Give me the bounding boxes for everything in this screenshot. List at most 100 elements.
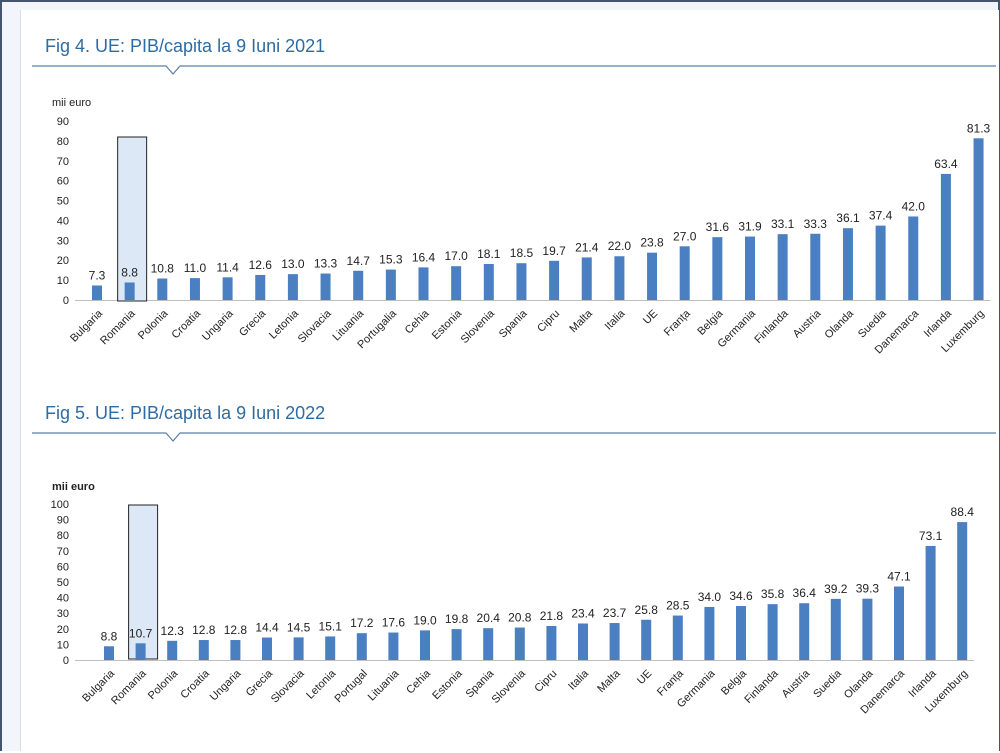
value-label: 23.4 bbox=[571, 606, 595, 620]
value-label: 18.1 bbox=[477, 247, 501, 261]
bar-cehia bbox=[420, 630, 430, 660]
value-label: 8.8 bbox=[121, 265, 138, 279]
bar-portugalia bbox=[385, 269, 396, 300]
bar-romania bbox=[124, 282, 135, 300]
value-label: 17.2 bbox=[350, 616, 374, 630]
y-tick-label: 10 bbox=[57, 275, 69, 287]
bar-belgia bbox=[736, 606, 746, 660]
bar-lituania bbox=[353, 270, 364, 300]
bar-grecia bbox=[255, 274, 266, 300]
y-tick-label: 60 bbox=[57, 561, 69, 573]
value-label: 10.8 bbox=[151, 262, 175, 276]
value-label: 27.0 bbox=[673, 229, 697, 243]
y-tick-label: 10 bbox=[57, 639, 69, 651]
bar-cehia bbox=[418, 267, 429, 300]
bar-belgia bbox=[712, 237, 723, 300]
value-label: 34.0 bbox=[698, 590, 722, 604]
bar-ue bbox=[641, 619, 652, 660]
value-label: 14.4 bbox=[255, 621, 279, 635]
value-label: 21.8 bbox=[540, 609, 564, 623]
category-label: Ungaria bbox=[208, 667, 244, 703]
bar-spania bbox=[516, 263, 527, 300]
category-label: Cipru bbox=[532, 668, 559, 695]
bar-estonia bbox=[451, 629, 462, 660]
bar-finlanda bbox=[767, 604, 778, 660]
value-label: 20.8 bbox=[508, 611, 532, 625]
y-tick-label: 40 bbox=[57, 215, 69, 227]
bar-letonia bbox=[325, 636, 336, 660]
value-label: 19.7 bbox=[542, 244, 566, 258]
y-axis-unit-label: mii euro bbox=[52, 481, 95, 493]
category-label: Croatia bbox=[178, 667, 212, 701]
bar-olanda bbox=[862, 598, 873, 660]
bar-austria bbox=[810, 233, 821, 300]
bar-slovenia bbox=[514, 627, 525, 660]
category-label: Estonia bbox=[430, 667, 465, 702]
category-label: Romania bbox=[109, 667, 149, 707]
bar-cipru bbox=[546, 625, 557, 660]
value-label: 36.1 bbox=[836, 211, 860, 225]
bar-irlanda bbox=[940, 173, 951, 300]
value-label: 15.1 bbox=[319, 619, 343, 633]
bar-slovenia bbox=[483, 264, 494, 300]
y-tick-label: 50 bbox=[57, 577, 69, 589]
y-tick-label: 30 bbox=[57, 235, 69, 247]
bar-slovacia bbox=[293, 637, 304, 660]
bar-suedia bbox=[830, 598, 841, 660]
value-label: 13.0 bbox=[281, 257, 305, 271]
y-tick-label: 70 bbox=[57, 156, 69, 168]
value-label: 14.5 bbox=[287, 620, 311, 634]
category-label: Malta bbox=[595, 667, 623, 695]
y-axis-unit-label: mii euro bbox=[52, 97, 91, 109]
bar-polonia bbox=[167, 640, 178, 660]
bar-polonia bbox=[157, 278, 168, 300]
value-label: 42.0 bbox=[902, 199, 926, 213]
bar-malta bbox=[581, 257, 592, 300]
bar-germania bbox=[745, 236, 755, 300]
bar-luxemburg bbox=[973, 138, 984, 300]
value-label: 31.6 bbox=[706, 220, 730, 234]
bar-ungaria bbox=[230, 640, 241, 660]
value-label: 18.5 bbox=[510, 246, 534, 260]
value-label: 11.0 bbox=[184, 261, 207, 275]
y-tick-label: 70 bbox=[57, 546, 69, 558]
value-label: 39.3 bbox=[856, 582, 880, 596]
bar-danemarca bbox=[908, 216, 919, 300]
value-label: 37.4 bbox=[869, 209, 893, 223]
value-label: 23.8 bbox=[640, 236, 664, 250]
value-label: 21.4 bbox=[575, 240, 599, 254]
category-label: Portugal bbox=[332, 668, 369, 705]
value-label: 20.4 bbox=[477, 611, 501, 625]
highlight-box-romania bbox=[117, 136, 148, 302]
value-label: 23.7 bbox=[603, 606, 627, 620]
value-label: 17.6 bbox=[382, 616, 406, 630]
bar-letonia bbox=[287, 274, 298, 300]
bar-bulgaria bbox=[92, 285, 102, 300]
value-label: 8.8 bbox=[101, 629, 118, 643]
bar-franța bbox=[672, 615, 683, 660]
value-label: 33.3 bbox=[804, 217, 828, 231]
title-separator bbox=[32, 432, 996, 442]
category-label: Cehia bbox=[404, 667, 433, 696]
value-label: 13.3 bbox=[314, 257, 338, 271]
figure-5-title: Fig 5. UE: PIB/capita la 9 Iuni 2022 bbox=[45, 403, 326, 423]
value-label: 10.7 bbox=[129, 626, 153, 640]
value-label: 12.3 bbox=[161, 624, 185, 638]
value-label: 63.4 bbox=[934, 157, 958, 171]
y-tick-label: 20 bbox=[57, 255, 69, 267]
value-label: 25.8 bbox=[635, 603, 659, 617]
bar-suedia bbox=[875, 225, 886, 300]
bar-danemarca bbox=[894, 586, 904, 660]
bar-olanda bbox=[842, 228, 853, 300]
y-tick-label: 100 bbox=[51, 499, 69, 511]
category-label: Lituania bbox=[366, 667, 402, 703]
y-tick-label: 20 bbox=[57, 624, 69, 636]
value-label: 16.4 bbox=[412, 250, 436, 264]
category-label: Polonia bbox=[146, 667, 181, 702]
bar-ue bbox=[647, 252, 658, 300]
bar-croatia bbox=[198, 640, 209, 660]
bar-slovacia bbox=[320, 273, 331, 300]
bar-cipru bbox=[549, 260, 560, 300]
